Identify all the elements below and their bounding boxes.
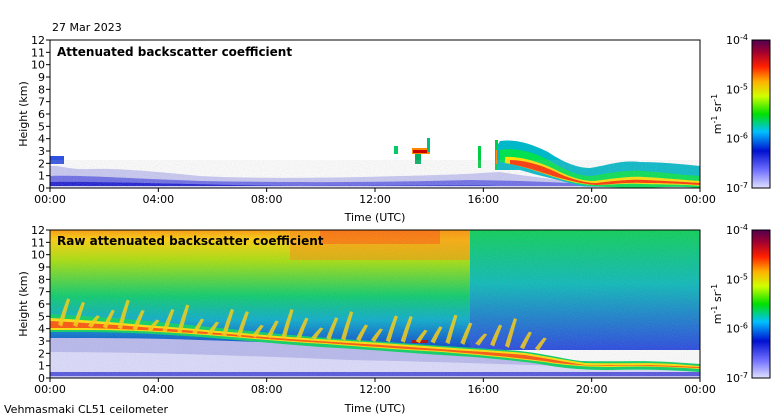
top-colorbar-unit: m-1 sr-1 — [710, 94, 724, 134]
bottom-y-tick-label: 5 — [38, 310, 45, 323]
top-y-tick-label: 3 — [38, 145, 45, 158]
instrument-label: Vehmasmaki CL51 ceilometer — [4, 403, 169, 416]
bottom-panel: Raw attenuated backscatter coefficient 0… — [17, 224, 716, 415]
top-y-tick-label: 7 — [38, 96, 45, 109]
top-y-tick-label: 0 — [38, 182, 45, 195]
bottom-y-axis-label: Height (km) — [17, 271, 30, 337]
top-y-tick-label: 11 — [31, 46, 45, 59]
bottom-y-tick-label: 1 — [38, 360, 45, 373]
bottom-colorbar-tick-label: 10-7 — [726, 371, 748, 385]
bottom-x-axis: 00:00 04:00 08:00 12:00 16:00 20:00 00:00 — [34, 378, 716, 396]
top-y-tick-label: 4 — [38, 133, 45, 146]
top-x-tick-label: 16:00 — [467, 193, 499, 206]
date-label: 27 Mar 2023 — [52, 21, 122, 34]
top-heatmap: Attenuated backscatter coefficient — [50, 45, 700, 188]
bottom-x-tick-label: 00:00 — [684, 383, 716, 396]
top-y-tick-label: 5 — [38, 120, 45, 133]
top-y-tick-label: 2 — [38, 157, 45, 170]
top-y-tick-label: 10 — [31, 59, 45, 72]
bottom-colorbar: 10-4 10-5 10-6 10-7 m-1 sr-1 — [710, 223, 771, 385]
bottom-x-axis-label: Time (UTC) — [344, 402, 406, 415]
top-colorbar-tick-label: 10-6 — [726, 132, 748, 146]
bottom-x-tick-label: 08:00 — [251, 383, 283, 396]
top-y-tick-label: 12 — [31, 34, 45, 47]
bottom-y-tick-label: 3 — [38, 335, 45, 348]
top-cloud-fragment-3 — [413, 150, 427, 153]
top-x-tick-label: 12:00 — [359, 193, 391, 206]
bottom-x-tick-label: 00:00 — [34, 383, 66, 396]
top-colorbar: 10-4 10-5 10-6 10-7 m-1 sr-1 — [710, 33, 771, 195]
top-y-tick-label: 6 — [38, 108, 45, 121]
bottom-x-tick-label: 20:00 — [576, 383, 608, 396]
bottom-x-tick-label: 12:00 — [359, 383, 391, 396]
bottom-y-tick-label: 2 — [38, 347, 45, 360]
top-x-axis: 00:00 04:00 08:00 12:00 16:00 20:00 00:00 — [34, 188, 716, 206]
bottom-y-tick-label: 10 — [31, 249, 45, 262]
bottom-y-tick-label: 8 — [38, 273, 45, 286]
top-cloud-fragment-1 — [394, 146, 398, 154]
top-x-tick-label: 00:00 — [684, 193, 716, 206]
bottom-panel-title: Raw attenuated backscatter coefficient — [57, 234, 324, 248]
top-y-tick-label: 8 — [38, 83, 45, 96]
top-y-tick-label: 1 — [38, 170, 45, 183]
bottom-colorbar-tick-label: 10-5 — [726, 272, 748, 286]
top-noise-overlay — [50, 160, 700, 188]
bottom-x-tick-label: 16:00 — [467, 383, 499, 396]
bottom-y-tick-label: 11 — [31, 236, 45, 249]
top-x-axis-label: Time (UTC) — [344, 211, 406, 224]
bottom-noise-overlay — [50, 230, 700, 378]
top-x-tick-label: 08:00 — [251, 193, 283, 206]
bottom-y-tick-label: 6 — [38, 298, 45, 311]
bottom-heatmap: Raw attenuated backscatter coefficient — [50, 230, 700, 378]
top-y-axis-label: Height (km) — [17, 81, 30, 147]
top-colorbar-tick-label: 10-5 — [726, 82, 748, 96]
bottom-y-tick-label: 7 — [38, 286, 45, 299]
top-colorbar-tick-label: 10-4 — [726, 33, 748, 47]
bottom-y-tick-label: 12 — [31, 224, 45, 237]
top-cloud-fragment-5 — [427, 138, 430, 152]
top-y-tick-label: 9 — [38, 71, 45, 84]
top-x-tick-label: 20:00 — [576, 193, 608, 206]
top-cloud-fragment-4 — [415, 154, 421, 164]
bottom-colorbar-tick-label: 10-4 — [726, 223, 748, 237]
top-colorbar-tick-label: 10-7 — [726, 181, 748, 195]
bottom-y-tick-label: 4 — [38, 323, 45, 336]
bottom-colorbar-unit: m-1 sr-1 — [710, 284, 724, 324]
top-x-tick-label: 04:00 — [142, 193, 174, 206]
bottom-colorbar-tick-label: 10-6 — [726, 322, 748, 336]
bottom-y-tick-label: 0 — [38, 372, 45, 385]
top-panel-title: Attenuated backscatter coefficient — [57, 45, 292, 59]
top-panel: Attenuated backscatter coefficient 01234… — [17, 34, 716, 224]
top-colorbar-gradient — [751, 39, 771, 189]
top-cloud-column-1 — [478, 146, 481, 168]
bottom-colorbar-gradient — [751, 229, 771, 379]
bottom-y-tick-label: 9 — [38, 261, 45, 274]
top-x-tick-label: 00:00 — [34, 193, 66, 206]
bottom-x-tick-label: 04:00 — [142, 383, 174, 396]
